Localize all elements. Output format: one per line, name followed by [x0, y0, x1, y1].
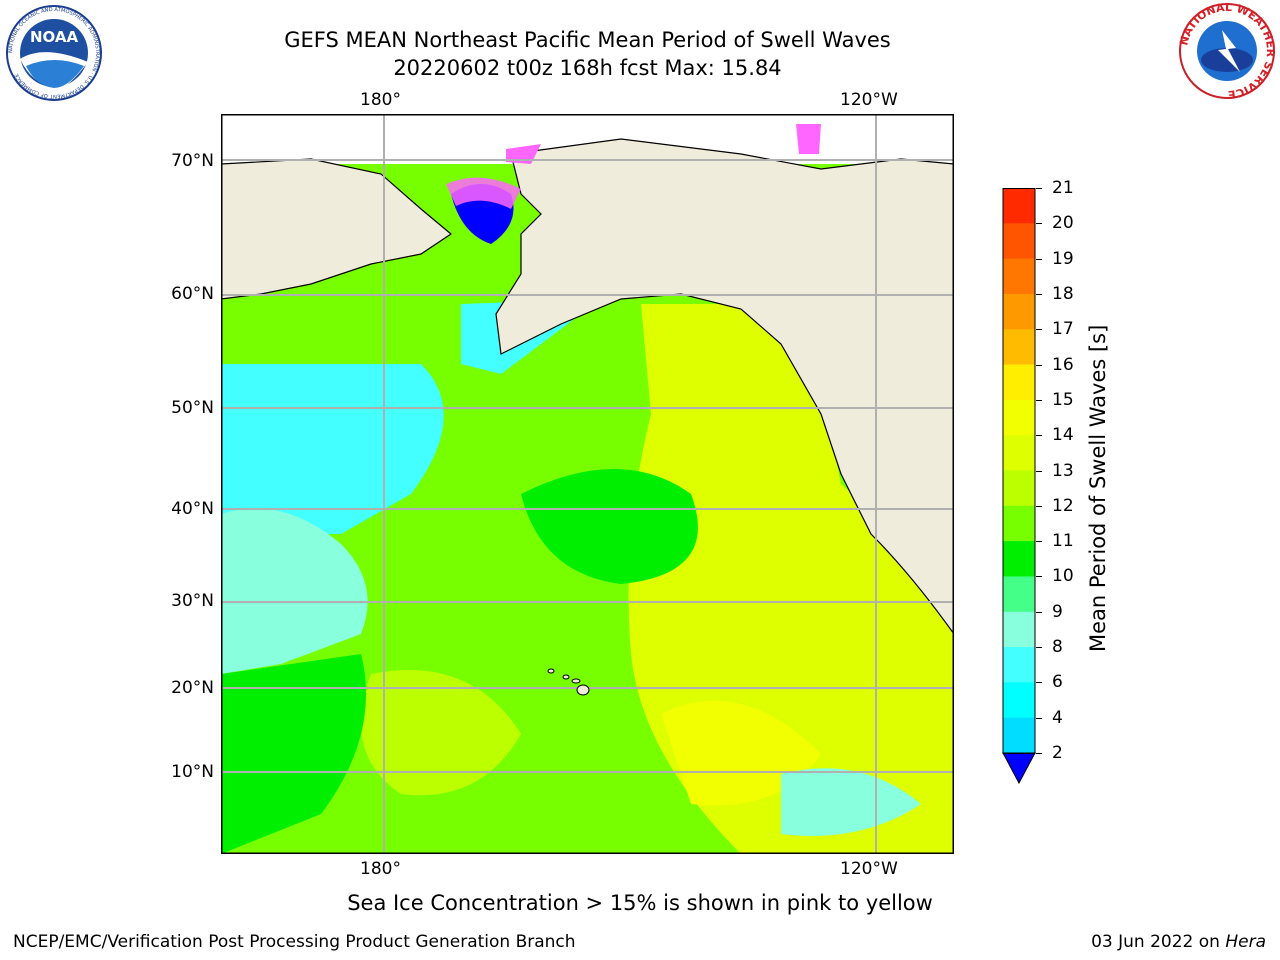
colorbar-tick-mark [1036, 541, 1042, 543]
cyan-field-northwest [221, 364, 444, 534]
colorbar-tick-label: 11 [1052, 531, 1074, 552]
colorbar-swatch [1003, 329, 1035, 366]
colorbar-swatch [1003, 364, 1035, 401]
colorbar-tick-label: 15 [1052, 389, 1074, 410]
green-field-mid [521, 469, 698, 584]
colorbar-swatch [1003, 435, 1035, 471]
footer-date: 03 Jun 2022 on Hera [1091, 932, 1266, 952]
colorbar-swatch [1003, 576, 1035, 613]
colorbar-tick-mark [1036, 470, 1042, 472]
colorbar-tick-mark [1036, 505, 1042, 507]
lon-label-top-180: 180° [360, 90, 401, 110]
colorbar-frame [1002, 188, 1036, 754]
nws-logo: NATIONAL WEATHER SERVICE [1176, 1, 1278, 101]
colorbar-swatch [1003, 470, 1035, 507]
colorbar-swatch [1003, 611, 1035, 648]
colorbar-swatch [1003, 399, 1035, 436]
colorbar-tick-label: 4 [1052, 707, 1063, 728]
noaa-logo-text: NOAA [30, 28, 79, 46]
noaa-logo: NOAA NATIONAL OCEANIC AND ATMOSPHERIC AD… [4, 4, 104, 102]
colorbar-tick-label: 17 [1052, 319, 1074, 340]
colorbar-tick-label: 6 [1052, 672, 1063, 693]
colorbar-tick-mark [1036, 223, 1042, 225]
map-frame [221, 114, 954, 854]
footer-host: Hera [1225, 932, 1266, 952]
colorbar-tick-mark [1036, 682, 1042, 684]
colorbar-tick-label: 12 [1052, 495, 1074, 516]
colorbar-tick-label: 8 [1052, 637, 1063, 658]
lat-label-40n: 40°N [171, 499, 214, 519]
colorbar-tick-label: 16 [1052, 354, 1074, 375]
swell-period-map [221, 114, 954, 854]
colorbar-tick-mark [1036, 576, 1042, 578]
lon-label-top-120w: 120°W [840, 90, 898, 110]
lon-label-bottom-120w: 120°W [840, 859, 898, 879]
yellow-green-field-central [361, 670, 521, 796]
colorbar-tick-mark [1036, 258, 1042, 260]
colorbar-tick-mark [1036, 329, 1042, 331]
colorbar-tick-label: 21 [1052, 178, 1074, 198]
colorbar-tick-label: 18 [1052, 283, 1074, 304]
colorbar-tick-label: 20 [1052, 213, 1074, 234]
colorbar-tick-label: 19 [1052, 248, 1074, 269]
lat-label-20n: 20°N [171, 678, 214, 698]
colorbar-tick-mark [1036, 399, 1042, 401]
footer-date-text: 03 Jun 2022 on [1091, 932, 1226, 952]
colorbar-tick-mark [1036, 611, 1042, 613]
map-panel [221, 114, 954, 854]
colorbar-swatch [1003, 258, 1035, 295]
colorbar [1002, 188, 1036, 785]
lon-label-bottom-180: 180° [360, 859, 401, 879]
green-field-southwest [221, 654, 366, 854]
graticule [221, 114, 954, 854]
footer-credit: NCEP/EMC/Verification Post Processing Pr… [13, 932, 576, 952]
colorbar-swatch [1003, 188, 1035, 224]
lat-label-60n: 60°N [171, 284, 214, 304]
colorbar-tick-label: 9 [1052, 601, 1063, 622]
map-title: GEFS MEAN Northeast Pacific Mean Period … [284, 28, 891, 52]
colorbar-tick-label: 14 [1052, 425, 1074, 446]
map-subtitle: 20220602 t00z 168h fcst Max: 15.84 [393, 56, 782, 80]
colorbar-label: Mean Period of Swell Waves [s] [1086, 324, 1110, 652]
colorbar-swatch [1003, 647, 1035, 683]
light-cyan-field-southeast [781, 768, 921, 836]
colorbar-swatch [1003, 717, 1035, 754]
lat-label-30n: 30°N [171, 591, 214, 611]
colorbar-tick-label: 10 [1052, 566, 1074, 587]
colorbar-swatch [1003, 505, 1035, 542]
colorbar-swatch [1003, 223, 1035, 260]
colorbar-tick-mark [1036, 364, 1042, 366]
colorbar-tick-mark [1036, 435, 1042, 437]
colorbar-swatch [1003, 293, 1035, 330]
sea-ice-caption: Sea Ice Concentration > 15% is shown in … [347, 891, 933, 915]
colorbar-swatch [1003, 682, 1035, 719]
sea-ice-pink-beaufort [796, 124, 821, 154]
sea-ice-pink-bering [446, 177, 521, 209]
lat-label-50n: 50°N [171, 398, 214, 418]
north-america-land [495, 138, 954, 636]
colorbar-tick-mark [1036, 293, 1042, 295]
colorbar-swatch [1003, 541, 1035, 577]
hawaii-islands [547, 668, 590, 696]
colorbar-tick-mark [1036, 188, 1042, 189]
lat-label-70n: 70°N [171, 151, 214, 171]
colorbar-swatches [1002, 188, 1036, 785]
colorbar-tick-label: 2 [1052, 743, 1063, 763]
colorbar-tick-mark [1036, 647, 1042, 649]
lat-label-10n: 10°N [171, 762, 214, 782]
light-cyan-field-west [221, 508, 368, 674]
colorbar-tick-label: 13 [1052, 460, 1074, 481]
colorbar-tick-mark [1036, 717, 1042, 719]
colorbar-under-triangle [1002, 752, 1036, 785]
colorbar-tick-mark [1036, 753, 1042, 754]
